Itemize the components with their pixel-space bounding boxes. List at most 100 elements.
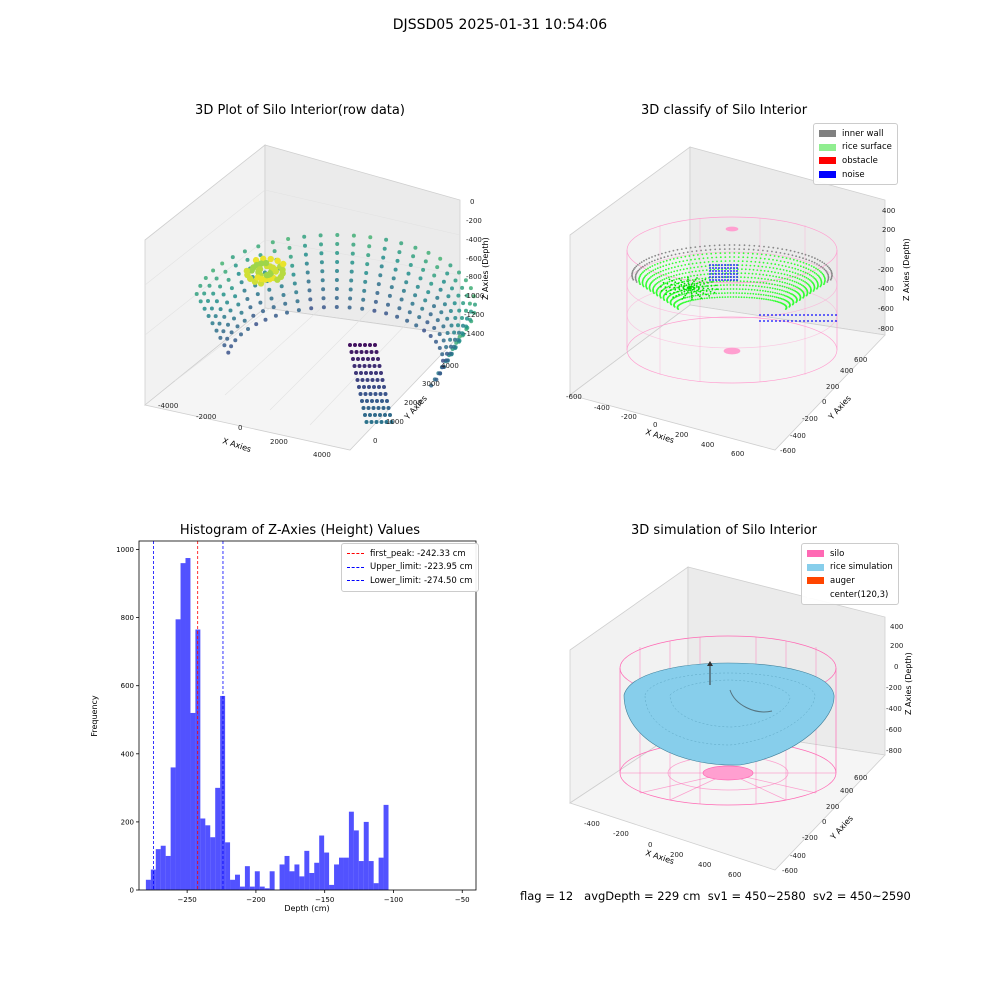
- classify-point: [770, 279, 773, 281]
- classify-point: [676, 269, 679, 272]
- classify-point: [683, 301, 685, 304]
- raw-point: [222, 314, 227, 319]
- simulation-3d-plot[interactable]: -400 -200 0 200 400 600 X Axies -600 -40…: [560, 545, 920, 885]
- classify-point: [672, 288, 675, 290]
- classify-point: [736, 273, 738, 275]
- classify-point: [696, 274, 699, 277]
- classify-point: [723, 288, 726, 290]
- raw-point: [359, 350, 364, 354]
- classify-point: [665, 264, 668, 267]
- classify-point: [803, 314, 805, 316]
- classify-point: [653, 273, 656, 276]
- classify-point: [677, 286, 680, 289]
- classify-point: [684, 255, 687, 258]
- classify-point: [737, 296, 740, 298]
- raw-point: [457, 334, 462, 339]
- classify-point: [774, 271, 776, 274]
- raw-point: [377, 364, 382, 368]
- histogram-bar: [358, 861, 364, 890]
- classify-point: [661, 279, 664, 281]
- raw-point: [380, 399, 384, 403]
- raw-point: [464, 324, 469, 329]
- classify-point: [684, 264, 687, 266]
- raw-point: [198, 283, 203, 288]
- histogram-y-tick-label: 600: [121, 682, 134, 690]
- classify-point: [660, 275, 663, 277]
- classify-point: [814, 257, 816, 260]
- raw-point: [303, 243, 307, 248]
- classify-3d-plot[interactable]: -600 -400 -200 0 200 400 600 X Axies -60…: [560, 125, 920, 465]
- classify-point: [700, 265, 703, 268]
- classify-point: [789, 258, 792, 260]
- classify-point: [680, 289, 683, 292]
- classify-point: [802, 257, 804, 260]
- raw-3d-plot[interactable]: -4000 -2000 0 2000 4000 X Axies 0 1000 2…: [130, 125, 500, 465]
- histogram-bar: [180, 563, 186, 890]
- avg-depth-value: avgDepth = 229 cm: [584, 889, 701, 903]
- classify-point: [656, 267, 659, 270]
- classify-point: [771, 283, 773, 285]
- classify-point: [815, 267, 817, 270]
- classify-point: [663, 256, 666, 259]
- classify-point: [799, 314, 801, 316]
- classify-point: [668, 286, 671, 289]
- classify-xtick: 200: [675, 431, 688, 439]
- classify-point: [667, 255, 669, 258]
- classify-point: [693, 290, 696, 293]
- classify-point: [775, 314, 777, 316]
- raw-point: [363, 392, 368, 396]
- classify-point: [804, 253, 807, 256]
- classify-point: [781, 289, 783, 292]
- raw-point: [435, 265, 440, 270]
- classify-point: [797, 287, 800, 289]
- histogram-chart[interactable]: −250 −200 −150 −100 −50 0 200 400 600 800 1000 De…: [80, 535, 490, 920]
- classify-point: [788, 306, 791, 308]
- classify-point: [681, 298, 684, 300]
- classify-point: [801, 275, 804, 277]
- classify-point: [760, 269, 762, 272]
- classify-point: [695, 250, 698, 252]
- raw-point: [255, 292, 260, 297]
- classify-point: [783, 320, 785, 322]
- classify-point: [631, 272, 633, 275]
- classify-point: [730, 273, 732, 275]
- classify-point: [792, 284, 795, 287]
- classify-point: [803, 275, 806, 278]
- raw-point: [213, 314, 218, 319]
- raw-point: [229, 330, 234, 335]
- legend-swatch: [819, 171, 836, 179]
- classify-point: [786, 282, 789, 285]
- classify-point: [683, 290, 686, 293]
- raw-point: [233, 294, 238, 299]
- raw-point: [365, 262, 370, 267]
- raw-point: [448, 351, 453, 356]
- classify-point: [695, 285, 698, 287]
- histogram-bar: [353, 830, 359, 890]
- classify-point: [698, 295, 701, 298]
- classify-point: [790, 262, 793, 265]
- classify-point: [787, 320, 789, 322]
- classify-point: [709, 281, 711, 283]
- classify-point: [759, 257, 762, 260]
- classify-point: [664, 282, 667, 285]
- classify-point: [728, 248, 731, 250]
- classify-point: [710, 284, 713, 287]
- raw-point: [245, 257, 250, 262]
- raw-point: [450, 286, 454, 291]
- raw-point: [225, 300, 230, 305]
- raw-point: [460, 331, 465, 336]
- classify-point: [783, 286, 786, 288]
- raw-point: [452, 330, 457, 335]
- classify-point: [651, 260, 653, 263]
- raw-point: [361, 357, 365, 361]
- classify-point: [670, 254, 673, 257]
- classify-point: [789, 288, 792, 290]
- classify-point: [746, 256, 749, 259]
- classify-point: [759, 281, 762, 284]
- raw-point: [303, 252, 308, 257]
- classify-point: [662, 274, 665, 276]
- histogram-bar: [329, 884, 335, 890]
- classify-point: [812, 276, 814, 278]
- classify-point: [795, 255, 797, 258]
- classify-point: [726, 292, 729, 294]
